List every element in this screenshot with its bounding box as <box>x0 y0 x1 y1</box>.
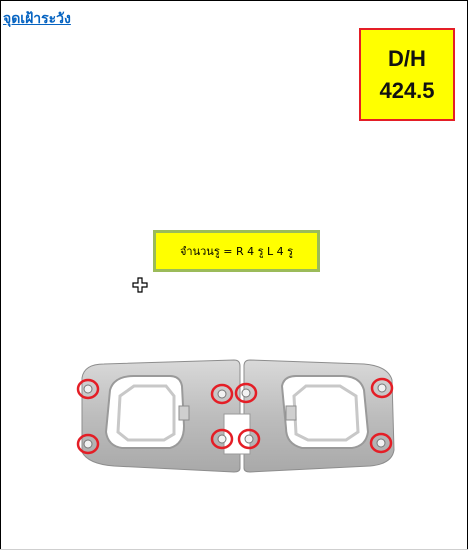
dh-value: 424.5 <box>379 77 435 103</box>
hole-marker <box>76 378 100 400</box>
hole-marker <box>370 377 394 399</box>
hole-marker <box>76 433 100 455</box>
watch-point-link[interactable]: จุดเฝ้าระวัง <box>3 11 71 27</box>
hole-marker <box>369 432 393 454</box>
hole-count-note: จำนวนรู = R 4 รู L 4 รู <box>153 230 320 272</box>
hole-marker <box>237 428 261 450</box>
bracket-part-image <box>76 359 395 473</box>
dh-label: D/H <box>388 45 426 71</box>
dh-value-box: D/H 424.5 <box>359 28 455 121</box>
hole-marker <box>234 382 258 404</box>
hole-marker <box>210 383 234 405</box>
move-cursor-icon <box>132 277 148 293</box>
hole-marker <box>210 428 234 450</box>
hole-count-text: จำนวนรู = R 4 รู L 4 รู <box>179 245 294 258</box>
